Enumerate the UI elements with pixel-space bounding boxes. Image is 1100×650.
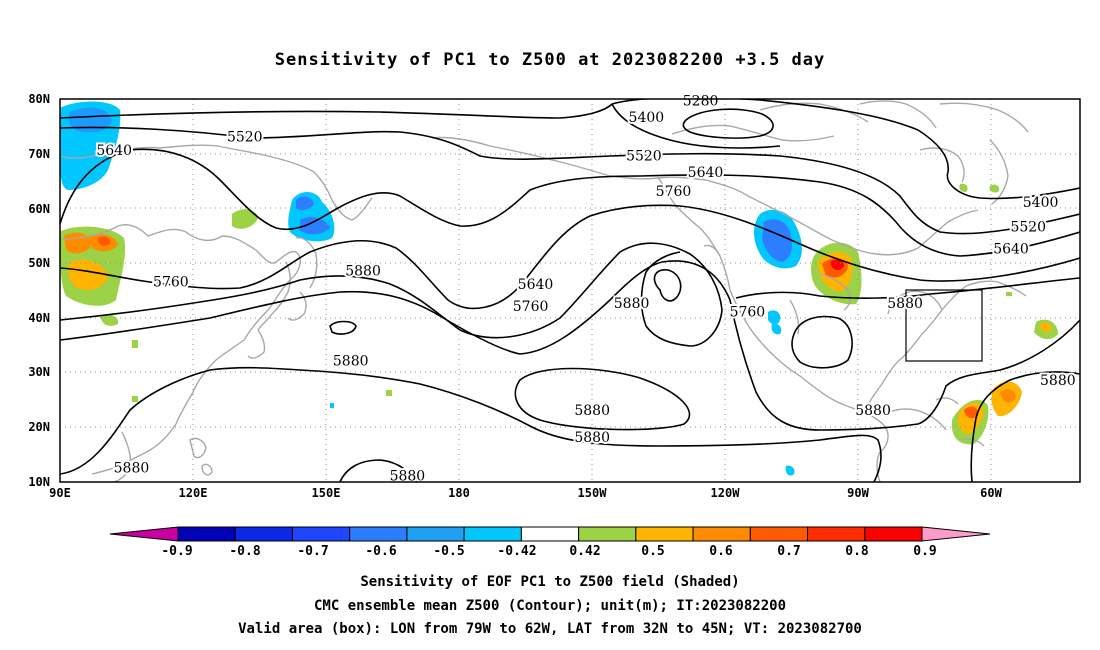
lon-label-150e: 150E	[311, 486, 341, 500]
colorbar-label: 0.6	[709, 544, 733, 559]
colorbar-segment	[635, 526, 694, 542]
colorbar-segment	[864, 526, 923, 542]
contour-label: 5880	[114, 460, 150, 476]
contour-labels: 5280 5400 5520 5640 5520 5640 5760 5400 5520 5640…	[94, 92, 1077, 487]
colorbar-segment	[406, 526, 465, 542]
lon-label-120e: 120E	[178, 486, 208, 500]
colorbar-segment	[234, 526, 293, 542]
contour-label: 5760	[656, 184, 692, 200]
colorbar-label: 0.5	[641, 544, 665, 559]
contour-label: 5400	[1023, 195, 1059, 211]
lat-label-50n: 50N	[28, 256, 50, 270]
lon-label-180: 180	[448, 486, 470, 500]
contour-label: 5760	[513, 299, 549, 315]
lat-label-20n: 20N	[28, 420, 50, 434]
colorbar-label: 0.8	[845, 544, 869, 559]
contour-label: 5880	[333, 354, 369, 370]
contour-label: 5520	[1010, 220, 1046, 236]
contour-label: 5640	[518, 277, 554, 293]
contour-label: 5880	[855, 403, 891, 419]
colorbar-label: -0.5	[433, 544, 465, 559]
lat-label-30n: 30N	[28, 365, 50, 379]
lat-label-80n: 80N	[28, 92, 50, 106]
z500-contours	[60, 99, 1080, 482]
contour-label: 5880	[574, 430, 610, 446]
caption-line-2: CMC ensemble mean Z500 (Contour); unit(m…	[313, 598, 786, 614]
contour-label: 5760	[153, 274, 189, 290]
contour-label: 5640	[993, 241, 1029, 257]
colorbar-label: -0.42	[497, 544, 537, 559]
colorbar-segment	[349, 526, 408, 542]
colorbar-label: -0.8	[229, 544, 261, 559]
colorbar-segment	[807, 526, 866, 542]
colorbar-label: -0.6	[365, 544, 397, 559]
colorbar-max-triangle	[921, 526, 991, 542]
lat-label-70n: 70N	[28, 147, 50, 161]
colorbar-min-triangle	[109, 526, 179, 542]
colorbar	[109, 526, 991, 542]
negative-sensitivity-patches	[60, 101, 802, 476]
colorbar-label: -0.7	[297, 544, 329, 559]
lat-label-60n: 60N	[28, 202, 50, 216]
caption-line-1: Sensitivity of EOF PC1 to Z500 field (Sh…	[360, 574, 740, 590]
contour-label: 5880	[574, 403, 610, 419]
colorbar-label: 0.7	[777, 544, 801, 559]
contour-label: 5760	[730, 304, 766, 320]
colorbar-segment	[177, 526, 236, 542]
colorbar-segment	[749, 526, 809, 542]
contour-label: 5520	[626, 148, 662, 164]
colorbar-segment	[692, 526, 751, 542]
lon-label-150w: 150W	[577, 486, 607, 500]
map-frame	[59, 98, 1081, 483]
lon-label-60w: 60W	[980, 486, 1002, 500]
contour-label: 5640	[688, 165, 724, 181]
chart-title: Sensitivity of PC1 to Z500 at 2023082200…	[274, 50, 826, 70]
contour-label: 5880	[887, 296, 923, 312]
lon-label-90w: 90W	[847, 486, 869, 500]
contour-label: 5640	[96, 143, 132, 159]
contour-label: 5880	[345, 263, 381, 279]
lat-label-40n: 40N	[28, 311, 50, 325]
graticule	[60, 99, 1080, 482]
lon-label-120w: 120W	[710, 486, 740, 500]
contour-label: 5280	[683, 94, 719, 110]
positive-sensitivity-patches	[60, 183, 1058, 445]
colorbar-segment	[291, 526, 351, 542]
colorbar-segment	[578, 526, 637, 542]
colorbar-label: 0.9	[913, 544, 937, 559]
contour-label: 5880	[1040, 373, 1076, 389]
valid-area-box	[905, 289, 983, 362]
colorbar-label: -0.9	[161, 544, 193, 559]
caption-line-3: Valid area (box): LON from 79W to 62W, L…	[238, 621, 862, 637]
colorbar-segment	[463, 526, 522, 542]
colorbar-label: 0.42	[569, 544, 601, 559]
contour-label: 5520	[227, 129, 263, 145]
contour-label: 5400	[629, 110, 665, 126]
lat-label-10n: 10N	[28, 475, 50, 489]
colorbar-segment	[520, 526, 580, 542]
contour-label: 5880	[614, 296, 650, 312]
lon-label-90e: 90E	[49, 486, 71, 500]
